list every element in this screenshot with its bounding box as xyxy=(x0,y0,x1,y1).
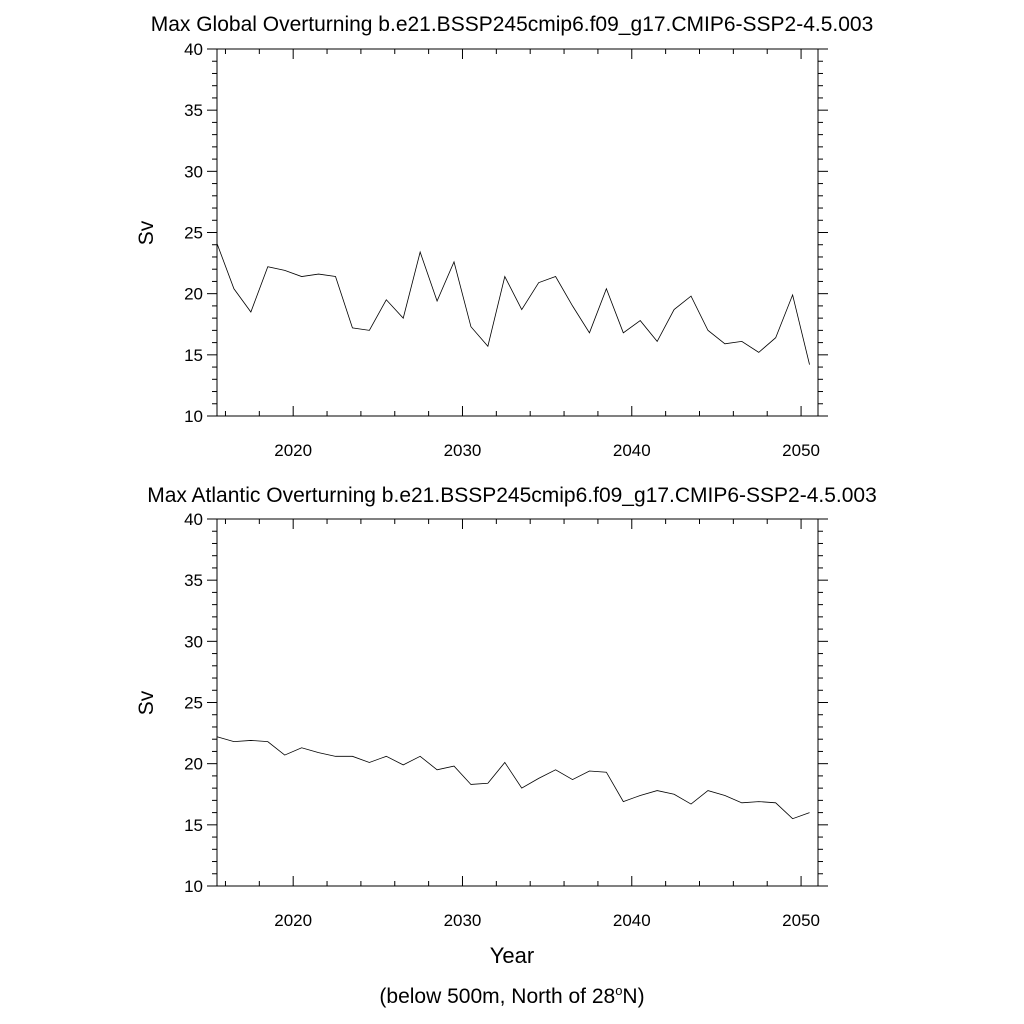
x-tick-label: 2050 xyxy=(782,911,820,930)
y-tick-label: 15 xyxy=(184,816,203,835)
axis-ticks xyxy=(207,518,828,887)
y-tick-label: 40 xyxy=(184,510,203,529)
chart-title: Max Global Overturning b.e21.BSSP245cmip… xyxy=(151,13,874,36)
x-tick-label: 2050 xyxy=(782,441,820,460)
y-tick-label: 35 xyxy=(184,101,203,120)
y-tick-label: 40 xyxy=(184,40,203,59)
x-tick-label: 2040 xyxy=(613,911,651,930)
atlantic-overturning-panel: Max Atlantic Overturning b.e21.BSSP245cm… xyxy=(135,484,877,968)
footnote: (below 500m, North of 28oN) xyxy=(379,983,644,1008)
chart-title: Max Atlantic Overturning b.e21.BSSP245cm… xyxy=(147,484,877,507)
x-axis-label: Year xyxy=(490,943,534,968)
series-line xyxy=(216,243,810,365)
global-overturning-panel: Max Global Overturning b.e21.BSSP245cmip… xyxy=(135,13,873,460)
x-tick-label: 2020 xyxy=(274,441,312,460)
y-tick-label: 15 xyxy=(184,346,203,365)
tick-labels: 10 15 20 25 30 35 40 2020 2030 2040 2050 xyxy=(184,510,820,930)
series-line xyxy=(216,736,810,820)
y-tick-label: 25 xyxy=(184,224,203,243)
axis-ticks xyxy=(207,48,828,417)
y-tick-label: 10 xyxy=(184,407,203,426)
y-tick-label: 30 xyxy=(184,162,203,181)
y-tick-label: 35 xyxy=(184,571,203,590)
x-tick-label: 2030 xyxy=(444,911,482,930)
x-tick-label: 2020 xyxy=(274,911,312,930)
y-tick-label: 10 xyxy=(184,877,203,896)
x-tick-label: 2040 xyxy=(613,441,651,460)
y-tick-label: 25 xyxy=(184,694,203,713)
y-tick-label: 30 xyxy=(184,632,203,651)
footnote-prefix: (below 500m, North of 28 xyxy=(379,985,615,1008)
y-axis-label: Sv xyxy=(135,220,158,245)
plot-frame xyxy=(216,518,819,887)
y-axis-label: Sv xyxy=(135,690,158,715)
tick-labels: 10 15 20 25 30 35 40 2020 2030 2040 2050 xyxy=(184,40,820,460)
footnote-suffix: N) xyxy=(622,985,644,1008)
footnote-superscript: o xyxy=(615,983,622,998)
x-tick-label: 2030 xyxy=(444,441,482,460)
plot-frame xyxy=(216,48,819,417)
y-tick-label: 20 xyxy=(184,755,203,774)
y-tick-label: 20 xyxy=(184,285,203,304)
